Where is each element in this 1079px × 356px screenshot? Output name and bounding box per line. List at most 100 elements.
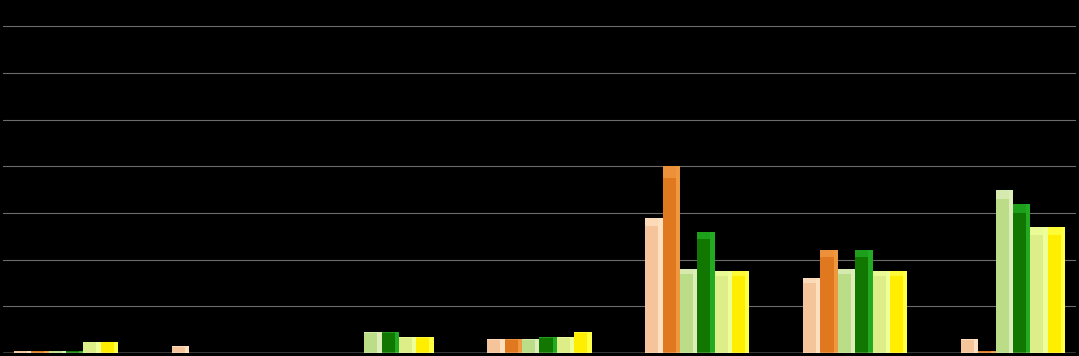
Bar [14, 351, 31, 353]
Bar [574, 332, 591, 334]
Bar [663, 166, 680, 178]
Bar [62, 351, 66, 353]
Bar [838, 269, 856, 274]
Bar [552, 337, 557, 353]
Bar [27, 351, 31, 353]
Bar [574, 332, 591, 353]
Bar [540, 337, 557, 353]
Bar [535, 339, 540, 353]
Bar [833, 250, 838, 353]
Bar [395, 332, 399, 353]
Bar [172, 346, 189, 347]
Bar [658, 218, 663, 353]
Bar [505, 339, 522, 353]
Bar [522, 339, 540, 340]
Bar [746, 272, 750, 353]
Bar [710, 232, 714, 353]
Bar [488, 339, 505, 353]
Bar [505, 339, 522, 340]
Bar [732, 272, 750, 353]
Bar [680, 269, 697, 353]
Bar [488, 339, 505, 340]
Bar [816, 278, 820, 353]
Bar [961, 339, 979, 353]
Bar [803, 278, 820, 283]
Bar [96, 341, 100, 353]
Bar [820, 250, 838, 257]
Bar [680, 269, 697, 274]
Bar [714, 272, 732, 276]
Bar [890, 272, 907, 353]
Bar [412, 337, 416, 353]
Bar [996, 190, 1013, 199]
Bar [803, 278, 820, 353]
Bar [540, 337, 557, 338]
Bar [399, 337, 416, 338]
Bar [1009, 190, 1013, 353]
Bar [365, 332, 382, 353]
Bar [856, 250, 873, 353]
Bar [697, 232, 714, 353]
Bar [382, 332, 399, 353]
Bar [693, 269, 697, 353]
Bar [185, 346, 189, 353]
Bar [1013, 204, 1030, 213]
Bar [570, 337, 574, 353]
Bar [645, 218, 663, 226]
Bar [645, 218, 663, 353]
Bar [83, 341, 100, 353]
Bar [83, 341, 100, 342]
Bar [886, 272, 890, 353]
Bar [727, 272, 732, 353]
Bar [851, 269, 856, 353]
Bar [31, 351, 49, 353]
Bar [587, 332, 591, 353]
Bar [378, 332, 382, 353]
Bar [873, 272, 890, 353]
Bar [557, 337, 574, 353]
Bar [429, 337, 434, 353]
Bar [49, 351, 66, 353]
Bar [820, 250, 838, 353]
Bar [501, 339, 505, 353]
Bar [44, 351, 49, 353]
Bar [100, 341, 118, 353]
Bar [1043, 227, 1048, 353]
Bar [996, 190, 1013, 353]
Bar [838, 269, 856, 353]
Bar [557, 337, 574, 338]
Bar [1048, 227, 1065, 235]
Bar [518, 339, 522, 353]
Bar [382, 332, 399, 334]
Bar [903, 272, 907, 353]
Bar [1026, 204, 1030, 353]
Bar [416, 337, 434, 353]
Bar [522, 339, 540, 353]
Bar [992, 351, 996, 353]
Bar [416, 337, 434, 338]
Bar [873, 272, 890, 276]
Bar [697, 232, 714, 239]
Bar [979, 351, 996, 353]
Bar [974, 339, 979, 353]
Bar [1048, 227, 1065, 353]
Bar [399, 337, 416, 353]
Bar [961, 339, 979, 340]
Bar [365, 332, 382, 334]
Bar [113, 341, 118, 353]
Bar [1030, 227, 1048, 353]
Bar [890, 272, 907, 276]
Bar [79, 351, 83, 353]
Bar [172, 346, 189, 353]
Bar [1013, 204, 1030, 353]
Bar [66, 351, 83, 353]
Bar [1030, 227, 1048, 235]
Bar [869, 250, 873, 353]
Bar [1061, 227, 1065, 353]
Bar [732, 272, 750, 276]
Bar [100, 341, 118, 342]
Bar [856, 250, 873, 257]
Bar [663, 166, 680, 353]
Bar [714, 272, 732, 353]
Bar [675, 166, 680, 353]
